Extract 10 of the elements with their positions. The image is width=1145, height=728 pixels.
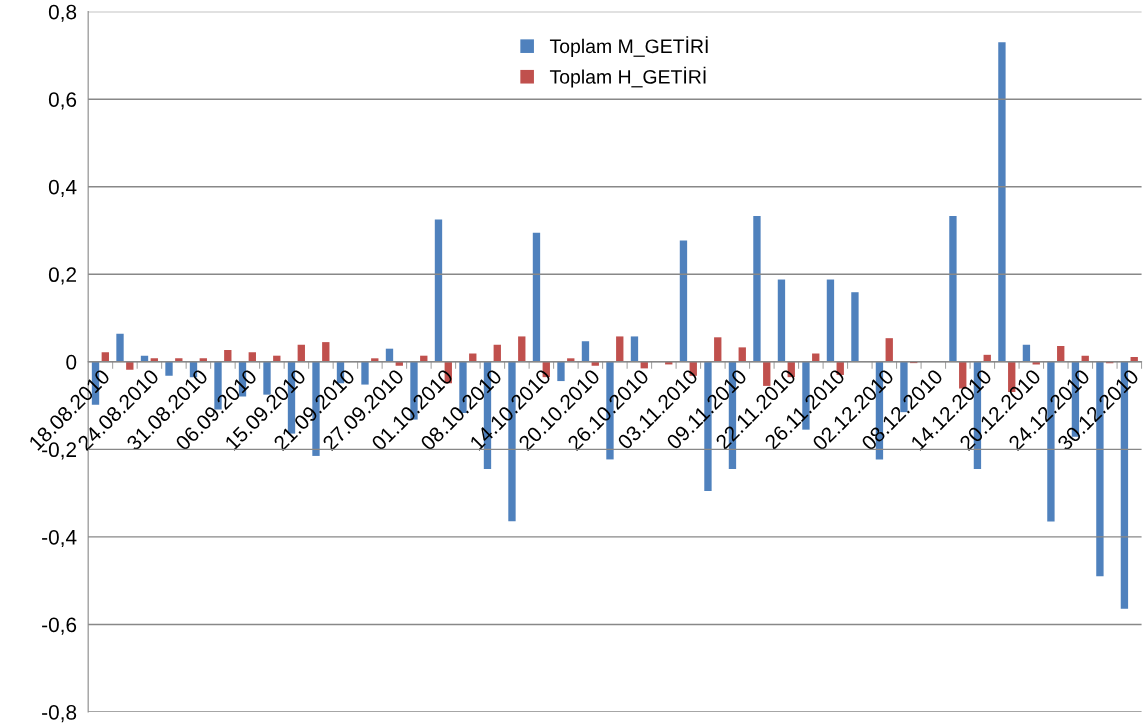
y-tick-label: -0,4 <box>42 529 77 548</box>
y-tick-label: 0,8 <box>48 4 77 22</box>
y-tick-label: 0,6 <box>48 92 77 110</box>
y-tick-label: 0 <box>66 354 77 370</box>
legend-label: Toplam M_GETİRİ <box>549 36 708 57</box>
y-tick-label: 0,2 <box>48 267 77 285</box>
y-tick-label: -0,6 <box>42 617 77 635</box>
legend-label: Toplam H_GETİRİ <box>549 66 706 88</box>
y-tick-label: -0,8 <box>42 704 77 723</box>
y-tick-label: 0,4 <box>48 179 77 197</box>
